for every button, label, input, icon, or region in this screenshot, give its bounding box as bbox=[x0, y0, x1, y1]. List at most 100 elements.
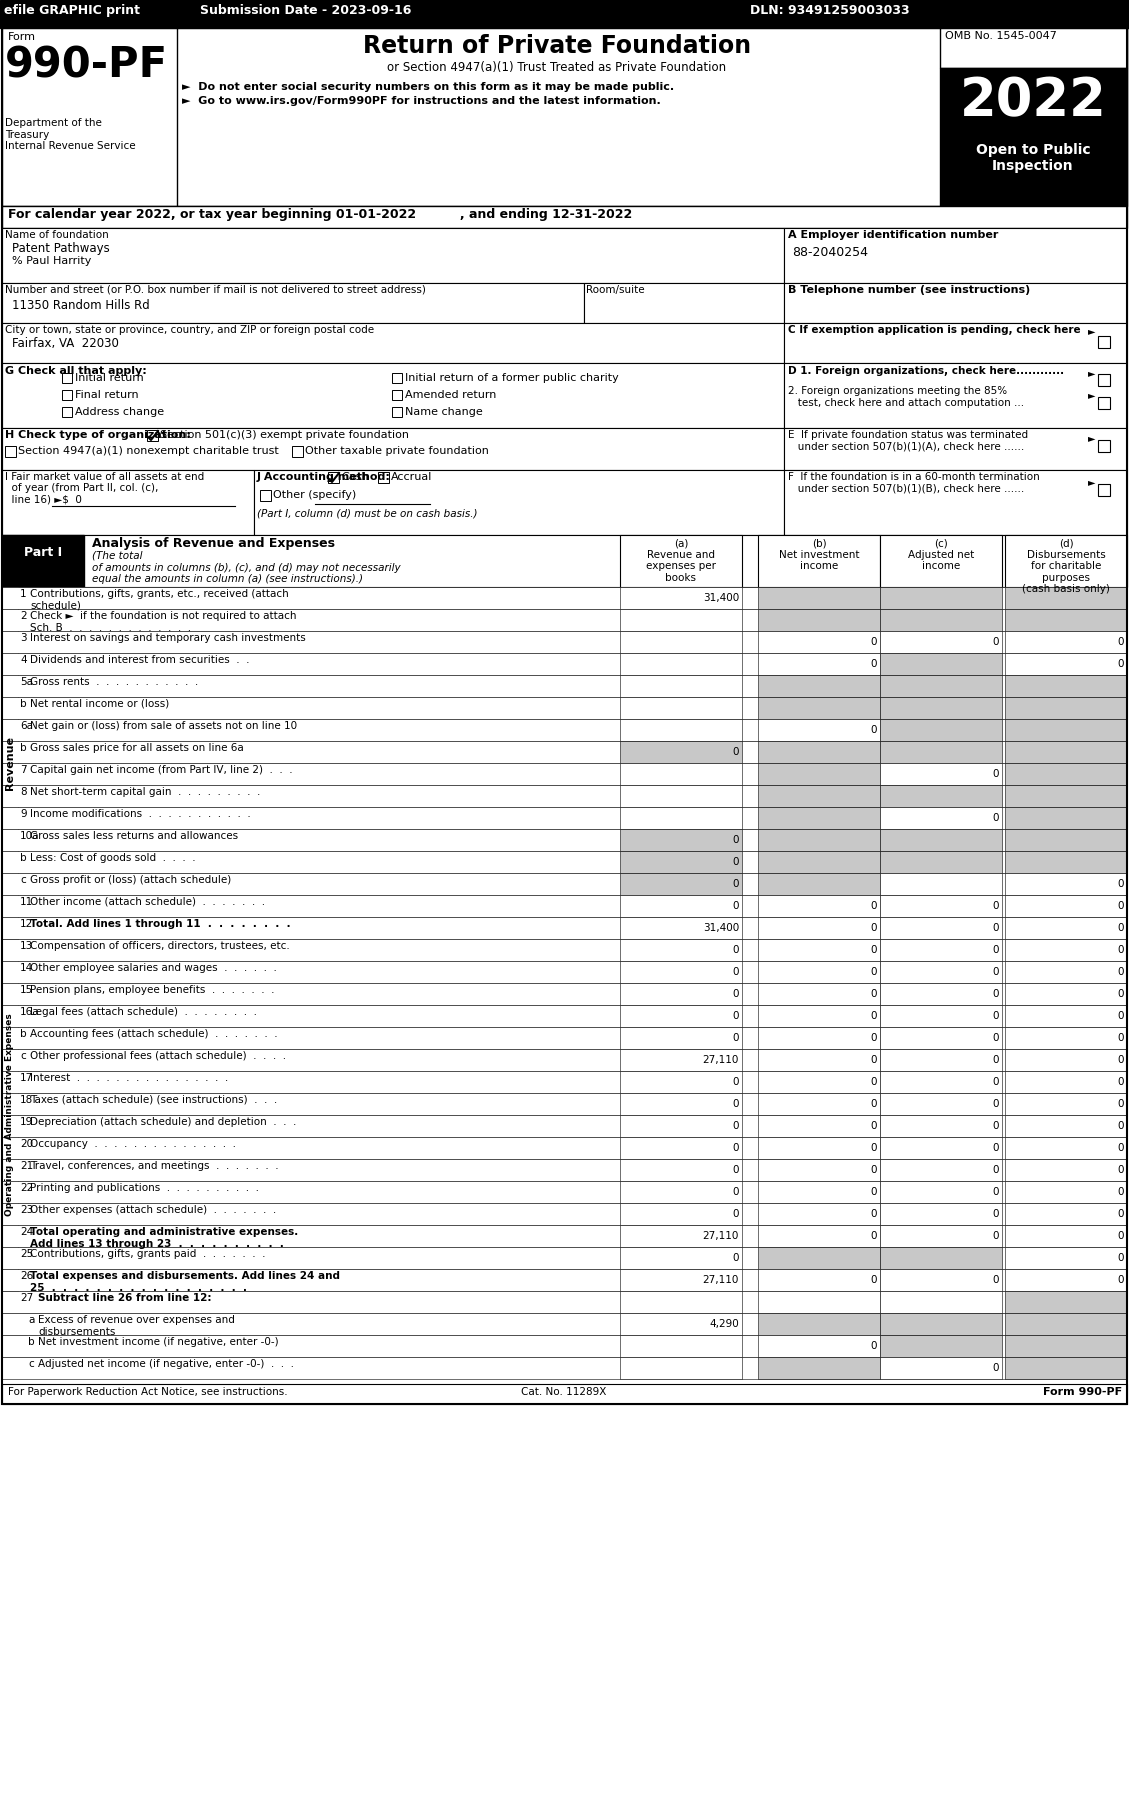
Bar bbox=[620, 1291, 742, 1313]
Bar bbox=[2, 874, 1127, 895]
Bar bbox=[758, 631, 879, 653]
Bar bbox=[2, 29, 177, 207]
Bar bbox=[879, 1357, 1003, 1379]
Bar bbox=[1005, 850, 1127, 874]
Bar bbox=[879, 1224, 1003, 1248]
Bar bbox=[758, 1357, 879, 1379]
Text: 0: 0 bbox=[992, 636, 999, 647]
Bar bbox=[879, 536, 1003, 586]
Text: 3: 3 bbox=[20, 633, 27, 644]
Bar bbox=[2, 469, 254, 536]
Text: 0: 0 bbox=[1118, 967, 1124, 976]
Bar bbox=[620, 807, 742, 829]
Text: 0: 0 bbox=[870, 1165, 877, 1176]
Bar bbox=[2, 653, 1127, 674]
Text: D 1. Foreign organizations, check here............: D 1. Foreign organizations, check here..… bbox=[788, 367, 1065, 376]
Text: 11: 11 bbox=[20, 897, 33, 906]
Bar bbox=[2, 895, 1127, 917]
Text: 0: 0 bbox=[992, 1232, 999, 1241]
Bar bbox=[2, 1291, 1127, 1313]
Bar bbox=[620, 1115, 742, 1136]
Bar bbox=[1005, 1313, 1127, 1334]
Text: Other professional fees (attach schedule)  .  .  .  .: Other professional fees (attach schedule… bbox=[30, 1052, 286, 1061]
Bar bbox=[879, 1269, 1003, 1291]
Text: 0: 0 bbox=[992, 1165, 999, 1176]
Text: Room/suite: Room/suite bbox=[586, 286, 645, 295]
Bar bbox=[620, 939, 742, 960]
Text: or Section 4947(a)(1) Trust Treated as Private Foundation: or Section 4947(a)(1) Trust Treated as P… bbox=[387, 61, 727, 74]
Bar bbox=[620, 1160, 742, 1181]
Text: Initial return: Initial return bbox=[75, 372, 143, 383]
Text: a: a bbox=[28, 1314, 34, 1325]
Bar bbox=[879, 674, 1003, 698]
Bar bbox=[2, 984, 1127, 1005]
Bar bbox=[620, 960, 742, 984]
Bar bbox=[2, 1072, 1127, 1093]
Text: Contributions, gifts, grants paid  .  .  .  .  .  .  .: Contributions, gifts, grants paid . . . … bbox=[30, 1250, 265, 1259]
Text: Excess of revenue over expenses and
disbursements: Excess of revenue over expenses and disb… bbox=[38, 1314, 235, 1336]
Bar bbox=[758, 674, 879, 698]
Bar bbox=[879, 1248, 1003, 1269]
Bar bbox=[758, 762, 879, 786]
Bar bbox=[2, 1136, 1127, 1160]
Text: Accounting fees (attach schedule)  .  .  .  .  .  .  .: Accounting fees (attach schedule) . . . … bbox=[30, 1028, 278, 1039]
Bar bbox=[1005, 653, 1127, 674]
Text: 20: 20 bbox=[20, 1138, 33, 1149]
Text: Number and street (or P.O. box number if mail is not delivered to street address: Number and street (or P.O. box number if… bbox=[5, 286, 426, 295]
Bar bbox=[292, 446, 303, 457]
Text: Printing and publications  .  .  .  .  .  .  .  .  .  .: Printing and publications . . . . . . . … bbox=[30, 1183, 259, 1194]
Bar bbox=[1005, 960, 1127, 984]
Text: 0: 0 bbox=[870, 1187, 877, 1197]
Bar bbox=[1005, 1334, 1127, 1357]
Bar bbox=[758, 1093, 879, 1115]
Bar bbox=[758, 719, 879, 741]
Bar bbox=[2, 1248, 1127, 1269]
Bar bbox=[2, 1384, 1127, 1404]
Bar bbox=[758, 1224, 879, 1248]
Text: b: b bbox=[20, 852, 27, 863]
Text: 0: 0 bbox=[992, 1208, 999, 1219]
Text: 0: 0 bbox=[992, 1099, 999, 1109]
Bar bbox=[758, 536, 879, 586]
Text: Revenue: Revenue bbox=[5, 735, 15, 789]
Text: Check ►  if the foundation is not required to attach
Sch. B  .  .  .  .  .  .  .: Check ► if the foundation is not require… bbox=[30, 611, 297, 633]
Text: 0: 0 bbox=[870, 1034, 877, 1043]
Bar bbox=[1005, 536, 1127, 586]
Text: 0: 0 bbox=[733, 1120, 739, 1131]
Text: 12: 12 bbox=[20, 919, 33, 930]
Bar bbox=[1005, 1115, 1127, 1136]
Bar bbox=[2, 939, 1127, 960]
Text: 0: 0 bbox=[870, 1010, 877, 1021]
Text: Net investment income (if negative, enter -0-): Net investment income (if negative, ente… bbox=[38, 1338, 279, 1347]
Bar bbox=[1005, 1005, 1127, 1027]
Bar bbox=[584, 282, 784, 324]
Bar bbox=[620, 1136, 742, 1160]
Text: 18: 18 bbox=[20, 1095, 33, 1106]
Bar bbox=[879, 741, 1003, 762]
Text: 23: 23 bbox=[20, 1205, 33, 1215]
Text: Fairfax, VA  22030: Fairfax, VA 22030 bbox=[12, 336, 119, 351]
Text: 21: 21 bbox=[20, 1162, 33, 1170]
Text: 0: 0 bbox=[1118, 1120, 1124, 1131]
Bar bbox=[620, 653, 742, 674]
Text: Dividends and interest from securities  .  .: Dividends and interest from securities .… bbox=[30, 654, 250, 665]
Text: Amended return: Amended return bbox=[405, 390, 497, 399]
Text: 4,290: 4,290 bbox=[709, 1320, 739, 1329]
Bar bbox=[620, 1048, 742, 1072]
Bar bbox=[2, 631, 1127, 653]
Text: 8: 8 bbox=[20, 788, 27, 797]
Text: b: b bbox=[20, 699, 27, 708]
Bar bbox=[147, 430, 158, 441]
Text: 0: 0 bbox=[1118, 879, 1124, 888]
Text: 2: 2 bbox=[20, 611, 27, 620]
Text: (b)
Net investment
income: (b) Net investment income bbox=[779, 538, 859, 572]
Bar bbox=[879, 653, 1003, 674]
Bar bbox=[260, 491, 271, 502]
Text: OMB No. 1545-0047: OMB No. 1545-0047 bbox=[945, 31, 1057, 41]
Bar bbox=[879, 1334, 1003, 1357]
Text: (c)
Adjusted net
income: (c) Adjusted net income bbox=[908, 538, 974, 572]
Text: 0: 0 bbox=[870, 1144, 877, 1153]
Bar bbox=[879, 1203, 1003, 1224]
Text: J Accounting method:: J Accounting method: bbox=[257, 473, 391, 482]
Text: Part I: Part I bbox=[24, 547, 62, 559]
